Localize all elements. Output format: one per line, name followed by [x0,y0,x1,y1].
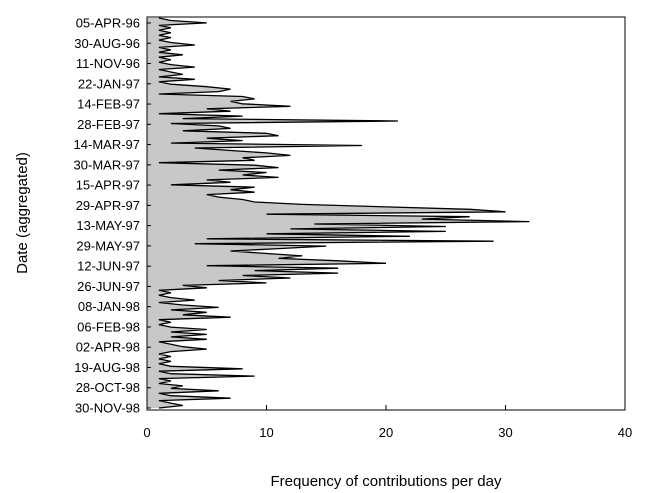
series-line [158,17,530,409]
y-tick-label: 26-JUN-97 [77,279,140,294]
plot-area [147,17,530,409]
y-tick-label: 19-AUG-98 [74,360,140,375]
x-tick-label: 20 [379,425,393,440]
x-tick-label: 40 [618,425,632,440]
y-tick-label: 28-FEB-97 [77,117,140,132]
y-tick-label: 06-FEB-98 [77,319,140,334]
y-axis: 05-APR-96 30-AUG-96 11-NOV-96 22-JAN-97 14-F… [74,16,151,416]
x-tick-label: 30 [498,425,512,440]
y-tick-label: 11-NOV-96 [76,56,140,71]
y-tick-label: 05-APR-96 [76,16,140,31]
y-tick-label: 08-JAN-98 [78,299,140,314]
x-axis: 0 10 20 30 40 [143,405,632,440]
y-tick-label: 13-MAY-97 [76,218,140,233]
x-axis-title: Frequency of contributions per day [271,473,502,490]
y-tick-label: 30-AUG-96 [74,36,140,51]
y-tick-label: 29-APR-97 [76,198,140,213]
y-tick-label: 29-MAY-97 [76,238,140,253]
y-tick-label: 14-FEB-97 [77,97,140,112]
y-tick-label: 02-APR-98 [76,340,140,355]
x-tick-label: 10 [259,425,273,440]
y-tick-label: 30-MAR-97 [74,157,140,172]
y-tick-label: 15-APR-97 [76,178,140,193]
x-tick-label: 0 [143,425,150,440]
y-tick-label: 14-MAR-97 [74,137,140,152]
y-axis-title: Date (aggregated) [14,152,31,274]
y-tick-label: 28-OCT-98 [76,380,140,395]
y-tick-label: 22-JAN-97 [78,76,140,91]
y-tick-label: 12-JUN-97 [77,259,140,274]
y-tick-label: 30-NOV-98 [75,401,140,416]
